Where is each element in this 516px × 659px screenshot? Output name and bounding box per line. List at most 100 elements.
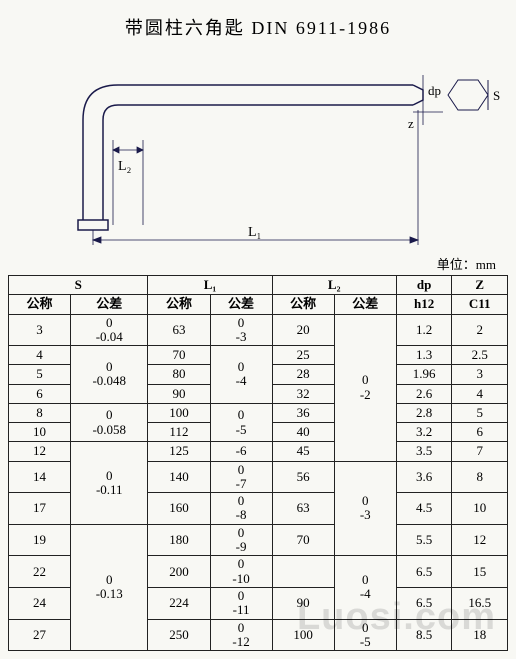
table-cell: 224 (148, 587, 210, 619)
table-cell: 8 (9, 403, 71, 422)
table-cell: 8 (452, 461, 508, 493)
label-L1: L₁ (248, 225, 261, 240)
table-cell: 2 (452, 314, 508, 346)
table-cell: 70 (148, 346, 210, 365)
table-cell: 3 (452, 365, 508, 384)
table-cell: 90 (148, 384, 210, 403)
unit-label: 单位：mm (8, 254, 496, 273)
header-S-tolerance: 公差 (71, 295, 148, 314)
table-cell: 7 (452, 442, 508, 461)
table-cell: 0-4 (210, 346, 272, 404)
header-h12: h12 (396, 295, 452, 314)
table-cell: 140 (148, 461, 210, 493)
header-L1: L₁ (148, 276, 272, 295)
table-cell: 125 (148, 442, 210, 461)
table-cell: 1.2 (396, 314, 452, 346)
table-cell: 15 (452, 556, 508, 588)
header-L2-nominal: 公称 (272, 295, 334, 314)
table-cell: 180 (148, 524, 210, 556)
table-cell: 0-9 (210, 524, 272, 556)
table-cell: 24 (9, 587, 71, 619)
table-cell: 1.96 (396, 365, 452, 384)
table-cell: 3.5 (396, 442, 452, 461)
table-cell: 5.5 (396, 524, 452, 556)
table-row: 120-0.11125-6453.57 (9, 442, 508, 461)
header-Z: Z (452, 276, 508, 295)
table-cell: 56 (272, 461, 334, 493)
table-cell: 3.2 (396, 423, 452, 442)
table-cell: 0-0.11 (71, 442, 148, 524)
table-cell: 0-12 (210, 619, 272, 651)
table-cell: -6 (210, 442, 272, 461)
table-cell: 0-11 (210, 587, 272, 619)
table-cell: 45 (272, 442, 334, 461)
technical-diagram: S dp z L₂ L₁ (13, 50, 503, 250)
table-row: 30-0.04630-3200-21.22 (9, 314, 508, 346)
table-cell: 0-5 (334, 619, 396, 651)
table-cell: 6.5 (396, 556, 452, 588)
table-cell: 28 (272, 365, 334, 384)
header-S: S (9, 276, 148, 295)
table-cell: 32 (272, 384, 334, 403)
table-cell: 0-0.058 (71, 403, 148, 442)
table-cell: 14 (9, 461, 71, 493)
table-row: 190-0.131800-9705.512 (9, 524, 508, 556)
table-cell: 18 (452, 619, 508, 651)
page-title: 带圆柱六角匙 DIN 6911-1986 (8, 14, 508, 40)
table-cell: 0-10 (210, 556, 272, 588)
table-row: 40-0.048700-4251.32.5 (9, 346, 508, 365)
label-L2: L₂ (118, 159, 132, 174)
table-cell: 0-4 (334, 556, 396, 619)
table-cell: 0-0.13 (71, 524, 148, 650)
table-cell: 20 (272, 314, 334, 346)
table-cell: 0-2 (334, 314, 396, 461)
table-cell: 4.5 (396, 493, 452, 525)
table-cell: 10 (452, 493, 508, 525)
table-cell: 10 (9, 423, 71, 442)
table-cell: 100 (148, 403, 210, 422)
table-cell: 63 (272, 493, 334, 525)
table-cell: 12 (452, 524, 508, 556)
table-cell: 5 (9, 365, 71, 384)
table-cell: 200 (148, 556, 210, 588)
table-cell: 0-5 (210, 403, 272, 442)
table-cell: 4 (9, 346, 71, 365)
dimension-table: S L₁ L₂ dp Z 公称 公差 公称 公差 公称 公差 h12 C11 3… (8, 275, 508, 651)
table-cell: 90 (272, 587, 334, 619)
header-S-nominal: 公称 (9, 295, 71, 314)
table-cell: 0-0.04 (71, 314, 148, 346)
label-S: S (493, 88, 500, 103)
table-cell: 0-0.048 (71, 346, 148, 404)
table-cell: 3 (9, 314, 71, 346)
table-cell: 0-3 (334, 461, 396, 556)
table-row: 80-0.0581000-5362.85 (9, 403, 508, 422)
table-cell: 6 (452, 423, 508, 442)
table-cell: 40 (272, 423, 334, 442)
table-cell: 80 (148, 365, 210, 384)
table-cell: 63 (148, 314, 210, 346)
header-dp: dp (396, 276, 452, 295)
table-cell: 70 (272, 524, 334, 556)
table-cell: 4 (452, 384, 508, 403)
table-cell: 112 (148, 423, 210, 442)
table-cell: 6.5 (396, 587, 452, 619)
table-cell: 25 (272, 346, 334, 365)
table-cell: 0-7 (210, 461, 272, 493)
table-cell: 17 (9, 493, 71, 525)
table-cell: 1.3 (396, 346, 452, 365)
table-cell: 6 (9, 384, 71, 403)
label-z: z (408, 116, 414, 131)
header-L1-tolerance: 公差 (210, 295, 272, 314)
table-cell: 160 (148, 493, 210, 525)
table-cell: 8.5 (396, 619, 452, 651)
header-C11: C11 (452, 295, 508, 314)
table-cell: 2.6 (396, 384, 452, 403)
table-cell: 27 (9, 619, 71, 651)
header-L2: L₂ (272, 276, 396, 295)
table-cell: 19 (9, 524, 71, 556)
table-cell (272, 556, 334, 588)
table-cell: 100 (272, 619, 334, 651)
table-cell: 250 (148, 619, 210, 651)
table-cell: 5 (452, 403, 508, 422)
table-cell: 22 (9, 556, 71, 588)
